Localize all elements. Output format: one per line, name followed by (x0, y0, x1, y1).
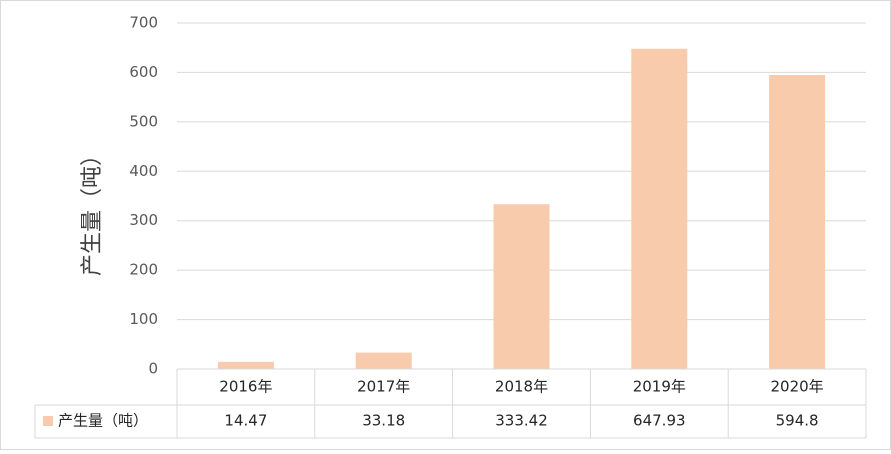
y-tick-label: 700 (129, 14, 158, 32)
y-tick-label: 600 (129, 63, 158, 81)
y-tick-label: 200 (129, 261, 158, 279)
y-tick-label: 100 (129, 310, 158, 328)
bar (493, 204, 550, 369)
table-value: 647.93 (633, 412, 686, 430)
legend-label: 产生量（吨） (58, 412, 148, 430)
table-value: 33.18 (362, 412, 405, 430)
bar (355, 352, 412, 369)
x-tick-label: 2016年 (219, 378, 272, 396)
table-value: 594.8 (776, 412, 819, 430)
y-tick-label: 400 (129, 162, 158, 180)
y-axis-label: 产生量（吨） (80, 144, 105, 276)
x-tick-label: 2017年 (357, 378, 410, 396)
bar (769, 74, 826, 370)
x-tick-label: 2019年 (633, 378, 686, 396)
y-tick-label: 300 (129, 211, 158, 229)
bar (217, 361, 274, 369)
y-tick-label: 500 (129, 112, 158, 130)
y-tick-label: 0 (148, 360, 158, 378)
table-value: 333.42 (495, 412, 548, 430)
bar (631, 48, 688, 369)
table-value: 14.47 (224, 412, 267, 430)
x-tick-label: 2020年 (771, 378, 824, 396)
legend-swatch (43, 416, 53, 426)
x-tick-label: 2018年 (495, 378, 548, 396)
